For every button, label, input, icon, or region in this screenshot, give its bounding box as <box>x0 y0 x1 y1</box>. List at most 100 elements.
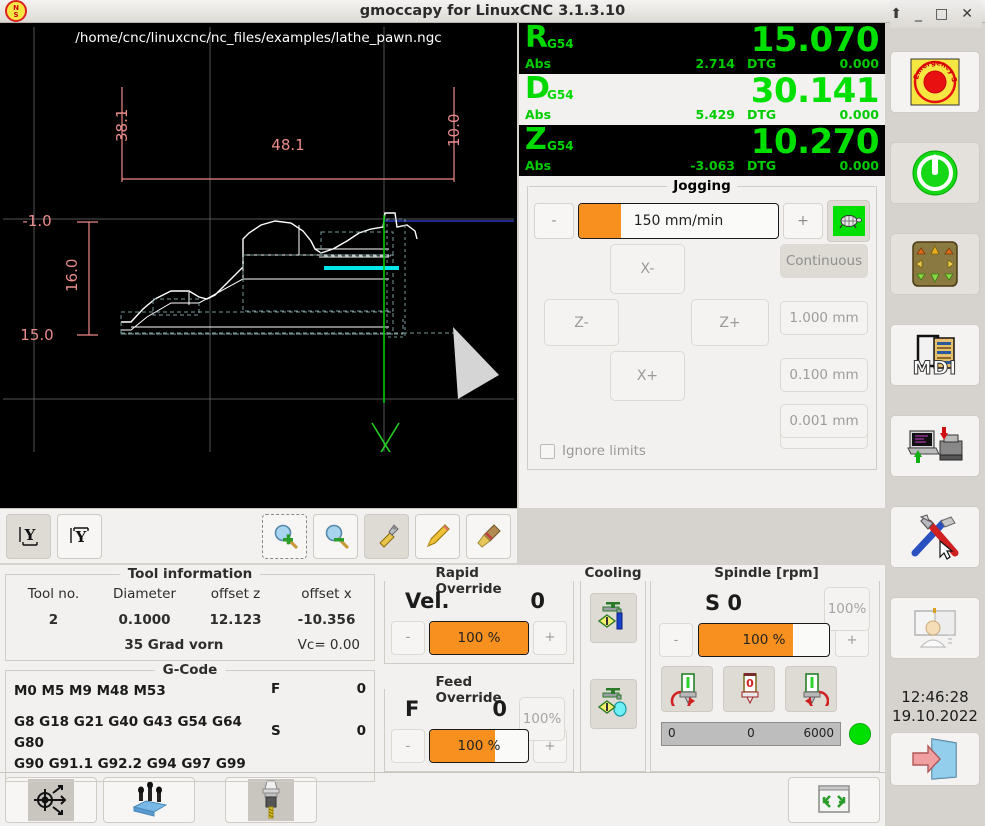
power-icon <box>912 150 958 196</box>
tool-header-offset-x: offset x <box>301 586 352 602</box>
fullscreen-icon <box>818 784 850 813</box>
tool-description: 35 Grad vorn <box>124 637 224 653</box>
svg-text:N: N <box>13 4 19 12</box>
user-folder-icon <box>914 608 956 648</box>
cooling-title: Cooling <box>578 565 648 581</box>
manual-mode-button[interactable] <box>890 233 980 295</box>
feed-override-decrease-button[interactable]: - <box>391 729 425 763</box>
edit-gcode-button[interactable] <box>415 513 460 559</box>
run-program-icon <box>907 427 963 463</box>
dro-and-jogging: R G54 15.070 Abs 2.714 DTG 0.000 D G54 3… <box>519 20 885 508</box>
home-all-button[interactable] <box>5 776 97 823</box>
system-clock: 12:46:28 19.10.2022 <box>892 688 978 726</box>
spindle-stop-button[interactable]: 0 <box>723 666 775 712</box>
minimize-button[interactable]: _ <box>915 6 923 22</box>
turtle-jog-toggle[interactable] <box>827 200 870 242</box>
svg-text:0: 0 <box>746 677 754 690</box>
clock-time: 12:46:28 <box>901 688 969 706</box>
jog-x-minus-button[interactable]: X- <box>610 244 685 294</box>
jog-velocity-decrease-button[interactable]: - <box>534 203 574 239</box>
flood-coolant-button[interactable] <box>589 593 637 643</box>
spindle-cw-button[interactable] <box>785 666 837 712</box>
clear-plot-button[interactable] <box>466 513 511 559</box>
preview-canvas[interactable]: /home/cnc/linuxcnc/nc_files/examples/lat… <box>3 27 514 505</box>
view-y-left-button[interactable]: Y <box>6 513 51 559</box>
ignore-limits-row[interactable]: Ignore limits <box>540 443 646 459</box>
jog-increment-1mm[interactable]: 1.000 mm <box>780 301 868 335</box>
settings-button[interactable] <box>890 506 980 568</box>
svg-text:Y: Y <box>23 526 35 544</box>
spindle-override-slider[interactable]: 100 % <box>698 623 830 657</box>
spindle-ccw-button[interactable] <box>661 666 713 712</box>
touch-off-icon <box>132 781 168 817</box>
dim-axis-top: -1.0 <box>22 212 51 230</box>
cooling-column: Cooling <box>578 565 648 772</box>
tool-value-offset-z: 12.123 <box>209 612 262 628</box>
zoom-in-button[interactable] <box>262 513 307 559</box>
tool-holder-icon <box>248 778 294 821</box>
auto-mode-button[interactable] <box>890 415 980 477</box>
axis-coord-system: G54 <box>547 37 574 51</box>
estop-button[interactable]: Emergency Stop <box>890 51 980 113</box>
jog-increment-0.1mm[interactable]: 0.100 mm <box>780 358 868 392</box>
jog-increment-continuous[interactable]: Continuous <box>780 244 868 278</box>
spindle-bar-current: 0 <box>747 726 755 740</box>
maximize-button[interactable]: □ <box>935 6 949 22</box>
abs-value: -3.063 <box>690 158 735 173</box>
mdi-mode-button[interactable]: MDI <box>890 324 980 386</box>
jog-velocity-slider[interactable]: 150 mm/min <box>578 203 779 239</box>
abs-label: Abs <box>525 56 552 71</box>
close-button[interactable]: ✕ <box>961 6 973 22</box>
dro-row-z[interactable]: Z G54 10.270 Abs -3.063 DTG 0.000 <box>519 122 885 176</box>
window-title: gmoccapy for LinuxCNC 3.1.3.10 <box>359 3 626 19</box>
rapid-override-slider[interactable]: 100 % <box>429 620 529 655</box>
exit-button[interactable] <box>890 732 980 786</box>
jog-velocity-increase-button[interactable]: + <box>783 203 823 239</box>
dtg-value: 0.000 <box>839 158 879 173</box>
jogging-title: Jogging <box>667 178 737 194</box>
spindle-bar-max: 6000 <box>803 726 834 740</box>
tool-header-offset-z: offset z <box>210 586 261 602</box>
ignore-limits-checkbox[interactable] <box>540 443 555 459</box>
tool-change-button[interactable] <box>225 776 317 823</box>
feed-value: 0 <box>356 681 366 697</box>
rapid-override-increase-button[interactable]: + <box>533 620 567 655</box>
axis-letter: Z <box>525 122 547 157</box>
spindle-override-reset-button[interactable]: 100% <box>824 587 870 631</box>
gcode-title: G-Code <box>154 662 226 678</box>
view-y-right-button[interactable]: Y <box>57 513 102 559</box>
spindle-override-decrease-button[interactable]: - <box>659 623 693 657</box>
machine-power-button[interactable] <box>890 142 980 204</box>
svg-text:S: S <box>13 11 18 19</box>
jog-z-minus-button[interactable]: Z- <box>544 299 619 346</box>
touch-off-button[interactable] <box>103 776 195 823</box>
mist-coolant-icon <box>597 688 627 717</box>
dro-row-d[interactable]: D G54 30.141 Abs 5.429 DTG 0.000 <box>519 71 885 125</box>
feed-override-group: F 0 100% - 100 % + <box>384 689 574 772</box>
feed-label: F <box>271 681 281 697</box>
shade-button[interactable]: ⬆ <box>890 6 903 22</box>
jog-x-plus-button[interactable]: X+ <box>610 351 685 401</box>
tool-and-gcode-column: Tool information Tool no. Diameter offse… <box>0 565 380 782</box>
spindle-speed-bar: 0 0 6000 <box>661 722 841 746</box>
dtg-label: DTG <box>747 158 777 173</box>
gcode-preview[interactable]: /home/cnc/linuxcnc/nc_files/examples/lat… <box>0 23 519 508</box>
active-g-codes-line1: G8 G18 G21 G40 G43 G54 G64 G80 <box>14 714 242 751</box>
dro-row-r[interactable]: R G54 15.070 Abs 2.714 DTG 0.000 <box>519 20 885 74</box>
feed-override-slider[interactable]: 100 % <box>429 729 529 763</box>
ignore-limits-label: Ignore limits <box>562 443 646 459</box>
mist-coolant-button[interactable] <box>589 679 637 729</box>
user-tabs-button[interactable] <box>890 597 980 659</box>
axis-position: 10.270 <box>750 122 880 162</box>
jog-increment-0.001mm[interactable]: 0.001 mm <box>780 404 868 438</box>
jog-z-plus-button[interactable]: Z+ <box>691 299 769 346</box>
rapid-override-value: 100 % <box>457 629 501 646</box>
tool-value-offset-x: -10.356 <box>297 612 356 628</box>
fullscreen-button[interactable] <box>788 776 880 823</box>
mdi-label: MDI <box>912 357 958 380</box>
tool-information-title: Tool information <box>119 566 261 582</box>
spindle-ccw-icon <box>670 673 697 706</box>
rapid-override-decrease-button[interactable]: - <box>391 620 425 655</box>
zoom-out-button[interactable] <box>313 513 358 559</box>
tool-view-button[interactable] <box>364 513 409 559</box>
